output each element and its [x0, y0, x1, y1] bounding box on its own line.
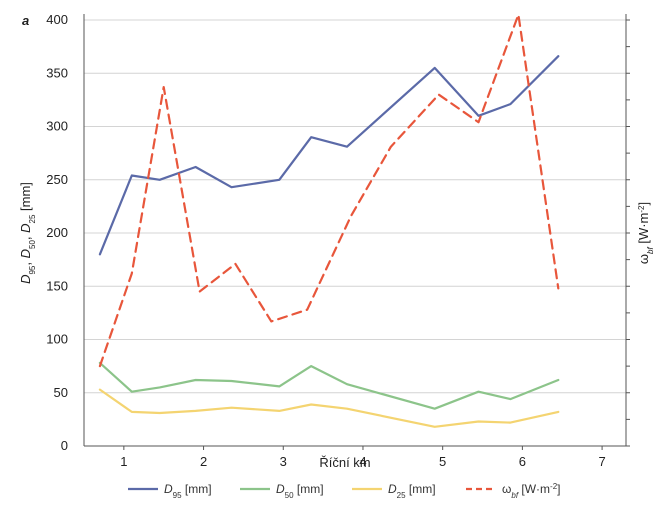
x-tick-label: 3 [280, 454, 287, 469]
legend-label-d50: D50 [mm] [276, 482, 324, 500]
x-tick-label: 6 [519, 454, 526, 469]
legend-label-d95: D95 [mm] [164, 482, 212, 500]
x-tick-label: 7 [598, 454, 605, 469]
x-tick-label: 5 [439, 454, 446, 469]
y-tick-labels: 0 50 100 150 200 250 300 350 400 [46, 12, 68, 453]
panel-label: a [22, 13, 29, 28]
y-tick-label: 200 [46, 225, 68, 240]
y-tick-label: 350 [46, 65, 68, 80]
legend: D95 [mm] D50 [mm] D25 [mm] ωbf [W·m-2] [128, 482, 561, 500]
x-tick-label: 1 [120, 454, 127, 469]
x-tick-labels: 1 2 3 4 5 6 7 [120, 454, 605, 469]
right-axis-ticks [626, 19, 630, 447]
series-line-wbf [98, 13, 560, 368]
legend-label-wbf: ωbf [W·m-2] [502, 482, 561, 500]
legend-label-d25: D25 [mm] [388, 482, 436, 500]
x-tick-label: 2 [200, 454, 207, 469]
y-tick-label: 0 [61, 438, 68, 453]
series-line-d50 [98, 361, 560, 410]
y-tick-label: 300 [46, 119, 68, 134]
y-tick-label: 400 [46, 12, 68, 27]
series-lines [98, 13, 560, 428]
x-axis-title: Říční km [319, 455, 370, 470]
y-axis-title-left: D95, D50, D25 [mm] [18, 182, 37, 284]
axes [83, 14, 627, 450]
y-tick-label: 150 [46, 278, 68, 293]
y-axis-title-right: ωbf [W·m-2] [636, 202, 655, 264]
series-line-d25 [98, 388, 560, 428]
x-tick-label: 4 [359, 454, 366, 469]
y-tick-label: 50 [54, 385, 68, 400]
y-tick-label: 250 [46, 172, 68, 187]
grid [84, 19, 626, 447]
series-line-d95 [98, 55, 560, 256]
y-tick-label: 100 [46, 332, 68, 347]
